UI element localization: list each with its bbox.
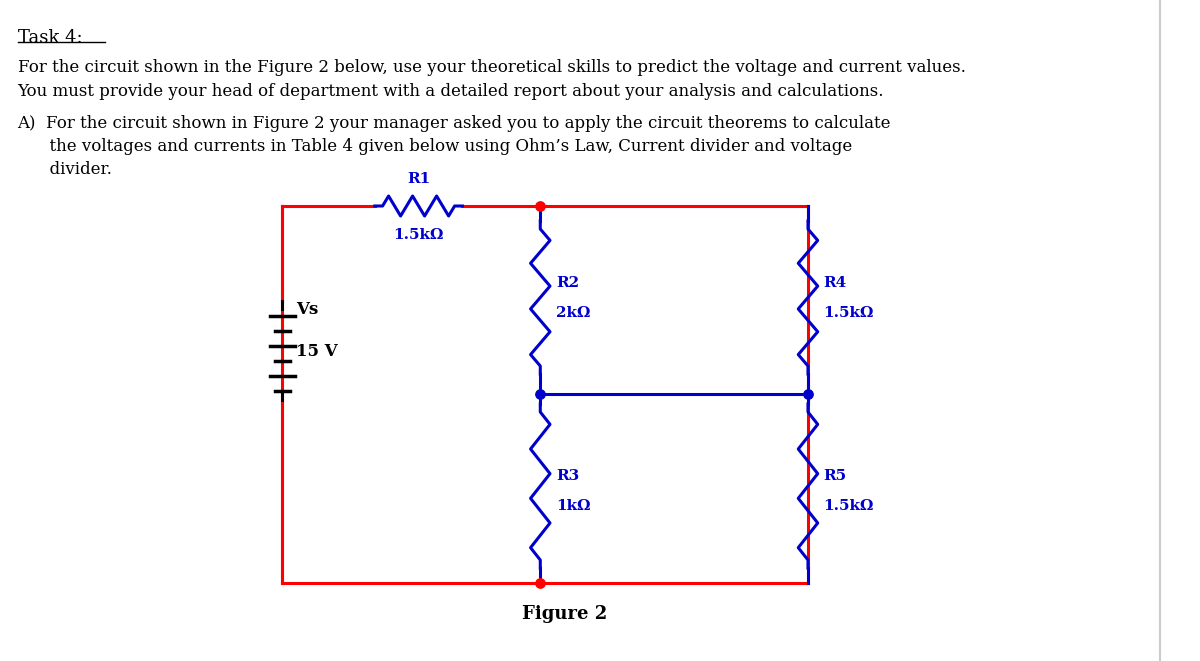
Text: R1: R1 (407, 172, 431, 186)
Point (530, 578, 550, 588)
Point (530, 201, 550, 212)
Text: R2: R2 (556, 276, 578, 290)
Text: 1.5kΩ: 1.5kΩ (823, 305, 874, 319)
Text: 1.5kΩ: 1.5kΩ (394, 228, 444, 242)
Text: the voltages and currents in Table 4 given below using Ohm’s Law, Current divide: the voltages and currents in Table 4 giv… (18, 138, 852, 155)
Text: Vs: Vs (296, 301, 318, 317)
Text: 1.5kΩ: 1.5kΩ (823, 499, 874, 513)
Point (530, 389, 550, 399)
Point (798, 389, 817, 399)
Text: 1kΩ: 1kΩ (556, 499, 590, 513)
Text: divider.: divider. (18, 161, 112, 178)
Text: For the circuit shown in the Figure 2 below, use your theoretical skills to pred: For the circuit shown in the Figure 2 be… (18, 59, 965, 76)
Text: You must provide your head of department with a detailed report about your analy: You must provide your head of department… (18, 83, 884, 100)
Text: Figure 2: Figure 2 (522, 605, 607, 623)
Text: 15 V: 15 V (296, 342, 337, 360)
Text: R4: R4 (823, 276, 847, 290)
Text: Task 4:: Task 4: (18, 29, 82, 47)
Text: 2kΩ: 2kΩ (556, 305, 590, 319)
Text: R5: R5 (823, 469, 847, 483)
Text: A)  For the circuit shown in Figure 2 your manager asked you to apply the circui: A) For the circuit shown in Figure 2 you… (18, 115, 892, 132)
Text: R3: R3 (556, 469, 580, 483)
